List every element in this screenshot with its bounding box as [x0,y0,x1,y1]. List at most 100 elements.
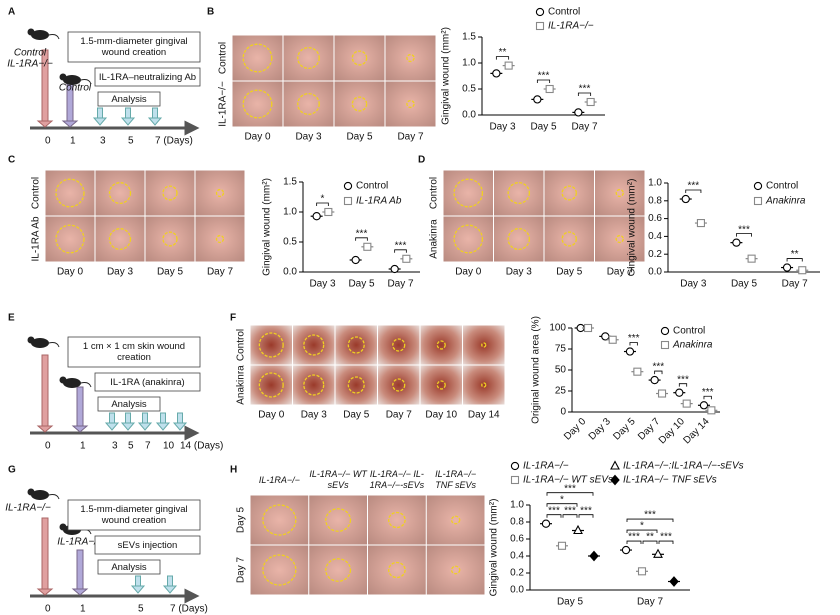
data-point [696,219,705,228]
sig-bracket [578,514,594,518]
sig-bracket [626,540,642,545]
photo [335,325,377,365]
photo [145,170,195,216]
mouse-icon [31,30,49,40]
wound-outline [450,565,461,575]
legend-label: IL-1RA−/− [523,461,569,472]
x-tick-label: Day 5 [557,597,584,608]
data-point [533,95,542,104]
analysis-arrow [172,422,188,431]
sig-bracket [786,258,803,262]
row-label: IL-1RA Ab [31,216,42,261]
row-label: Day 5 [236,507,247,534]
column-label: Day 5 [343,410,370,421]
subject-label: IL-1RA−/− [5,503,51,514]
legend-marker [535,7,545,17]
sig-label: *** [687,181,699,192]
row-label: IL-1RA−/− [218,81,229,127]
wound-outline [55,178,85,208]
legend-label: IL-1RA−/− TNF sEVs [623,475,717,486]
data-point [504,61,513,70]
row-label: Anakinra [429,219,440,259]
wound-outline [303,374,325,396]
photo [145,216,195,262]
data-point [782,263,792,272]
column-label: Day 7 [386,410,413,421]
column-label: Day 10 [425,410,457,421]
x-tick-label: Day 7 [782,279,809,290]
y-tick-label: 100 [549,323,566,334]
photo [195,170,245,216]
legend-label: IL-1RA Ab [356,196,402,207]
data-point [798,266,807,275]
sig-bracket [626,518,674,523]
y-tick-label: 0.4 [648,231,662,242]
mouse-icon [27,488,35,496]
sig-bracket [642,540,658,545]
treatment-arrow [61,120,79,128]
wound-outline [162,231,178,247]
wound-outline [507,227,531,250]
data-point [732,238,741,247]
data-point [573,524,583,535]
panel-letter: E [8,313,15,324]
sig-bracket [546,503,578,507]
data-point [351,255,360,265]
photo [334,35,385,81]
box [97,91,161,107]
column-label: IL-1RA−/− IL-1RA−/−-sEVs [369,469,425,490]
wound-arrow [41,354,49,428]
analysis-arrow [162,585,178,594]
photo [335,365,377,405]
treatment-arrow [71,425,89,433]
y-tick-label: 1.0 [510,500,524,511]
wound-outline [108,227,132,250]
legend-label: IL-1RA−/− WT sEVs [523,475,613,486]
sig-label: ** [646,532,654,543]
photo [250,325,292,365]
wound-outline [453,224,484,254]
y-tick-label: 1.0 [462,58,476,69]
mouse-icon [31,338,49,348]
analysis-arrow [125,412,131,424]
box-text: Analysis [111,93,147,105]
legend-label: Control [766,181,798,192]
y-tick-label: 0.6 [510,534,524,545]
photo [544,170,594,216]
column-label-wrap: IL-1RA−/− IL-1RA−/−-sEVs [369,469,425,490]
mouse-icon [27,336,35,344]
legend-label: Control [548,7,580,18]
box-text: 1.5-mm-diameter gingival wound creation [80,36,188,58]
sig-label: *** [644,510,656,521]
legend-label: Control [356,181,388,192]
x-tick-label: Day 7 [387,279,414,290]
column-label-wrap: IL-1RA−/− [259,475,300,485]
y-axis-label: Gingival wound (mm²) [441,27,452,125]
legend-label: Control [673,326,705,337]
box [94,535,201,555]
analysis-arrow [135,575,141,587]
box-text-wrap: 1 cm × 1 cm skin wound creation [83,341,185,363]
mouse-icon [48,494,60,500]
data-point [625,347,635,356]
data-point [545,84,554,94]
panel-letter: H [230,465,237,476]
box-text-wrap: Analysis [111,562,146,573]
box-text: Analysis [111,398,147,410]
sig-label: *** [652,362,664,373]
column-label: Day 0 [258,410,285,421]
photo [283,81,334,127]
box-text-wrap: 1.5-mm-diameter gingival wound creation [80,36,188,58]
column-label: Day 3 [295,132,322,143]
x-tick-label: Day 5 [530,122,557,133]
column-label: Day 0 [455,267,482,278]
timeline-label: 14 (Days) [180,441,223,452]
data-point [653,548,663,558]
legend-label: IL-1RA−/−:IL-1RA−/−-sEVs [623,461,744,472]
data-point [324,207,333,217]
y-tick-label: 25 [555,386,567,397]
wound-outline [347,376,365,394]
timeline-label: 7 (Days) [170,604,208,615]
wound-outline [561,231,577,247]
column-label: IL-1RA−/− TNF sEVs [435,469,477,490]
